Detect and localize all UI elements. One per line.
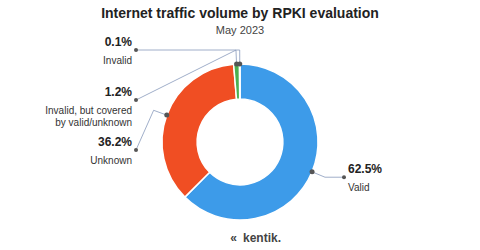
logo-word: kentik. xyxy=(243,231,281,245)
leader-line xyxy=(312,172,344,177)
slice-label: Valid xyxy=(348,182,370,193)
leader-dot xyxy=(134,148,138,152)
slice-label: Unknown xyxy=(90,155,132,166)
leader-dot xyxy=(342,175,346,179)
leader-dot xyxy=(134,98,138,102)
slice-label-line: Invalid, but covered xyxy=(45,105,132,116)
slice-label-line: Valid xyxy=(348,182,370,193)
annotations: 62.5% Valid 36.2% Unknown 1.2% Invalid, but c… xyxy=(45,35,382,193)
leader-dot xyxy=(134,48,138,52)
slice-label: Invalid xyxy=(103,55,132,66)
subtitle: May 2023 xyxy=(216,24,264,36)
slice-label-line: Unknown xyxy=(90,155,132,166)
leader-dot xyxy=(237,62,242,67)
leader-dot xyxy=(164,113,169,118)
logo-chevron: « xyxy=(230,231,237,245)
donut xyxy=(162,64,318,220)
leader-line xyxy=(136,50,240,64)
data-label: 62.5% xyxy=(348,162,382,176)
data-label: 1.2% xyxy=(105,85,133,99)
data-label: 36.2% xyxy=(98,135,132,149)
slice xyxy=(239,64,241,99)
data-label: 0.1% xyxy=(105,35,133,49)
slice xyxy=(162,64,236,197)
slice-label: Invalid, but coveredby valid/unknown xyxy=(45,105,132,128)
leader-line xyxy=(136,110,167,150)
chart: Internet traffic volume by RPKI evaluati… xyxy=(0,0,480,250)
slice xyxy=(234,64,240,99)
leader-dot xyxy=(310,169,315,174)
title: Internet traffic volume by RPKI evaluati… xyxy=(101,5,379,21)
slice-label-line: Invalid xyxy=(103,55,132,66)
leader-line xyxy=(136,50,237,100)
slice-label-line: by valid/unknown xyxy=(55,117,132,128)
